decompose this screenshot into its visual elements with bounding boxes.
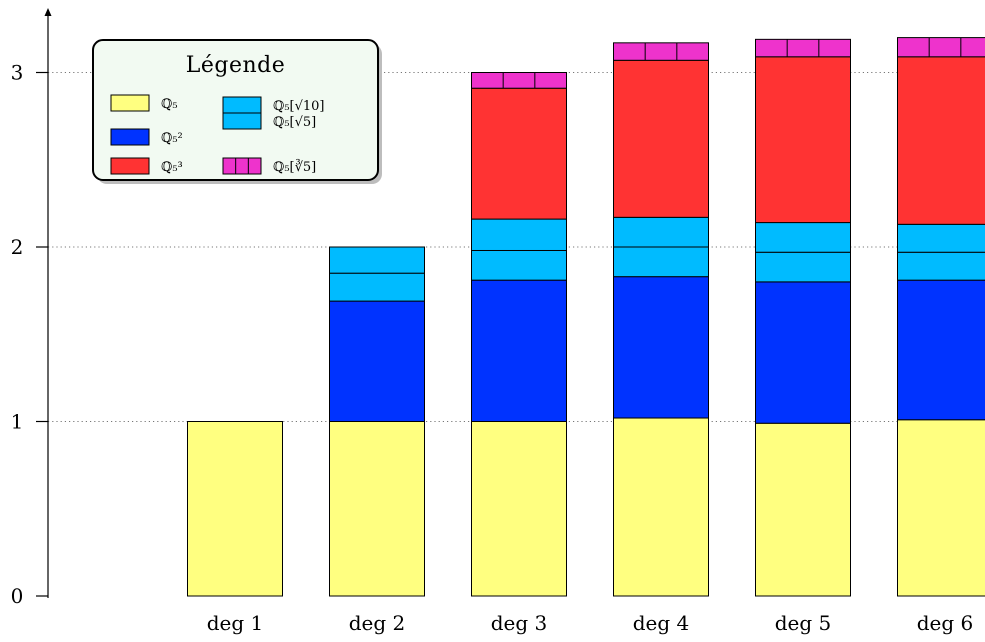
bar-deg-4-series-3 xyxy=(613,216,709,248)
bar-deg-3-series-1 xyxy=(471,279,567,422)
bar-deg-5-series-0 xyxy=(755,422,851,597)
bar-deg-2-series-1 xyxy=(329,300,425,422)
legend-swatch-2 xyxy=(110,157,150,175)
bar-deg-4-series-4 xyxy=(613,59,709,218)
legend-swatch-0 xyxy=(110,94,150,112)
bar-deg-6-series-4 xyxy=(897,56,985,225)
legend-label-2: ℚ₅³ xyxy=(161,160,183,175)
bar-deg-5-series-5 xyxy=(755,38,851,58)
legend-label-4: ℚ₅[∛5] xyxy=(273,159,316,175)
bar-deg-6-series-0 xyxy=(897,419,985,597)
bar-deg-4-series-5 xyxy=(613,42,709,61)
legend-swatch-1 xyxy=(110,128,150,146)
x-tick-label-deg-3: deg 3 xyxy=(491,611,548,635)
bar-deg-3-series-0 xyxy=(471,421,567,597)
legend-swatch-4 xyxy=(222,157,262,175)
legend-label-3a: ℚ₅[√10] xyxy=(273,99,325,114)
y-axis-arrow xyxy=(44,8,52,16)
legend-label-1: ℚ₅² xyxy=(161,131,183,146)
bar-deg-5-series-1 xyxy=(755,281,851,424)
bar-deg-6-series-2 xyxy=(897,251,985,281)
x-tick-label-deg-2: deg 2 xyxy=(349,611,406,635)
y-tick-label-0: 0 xyxy=(11,584,24,608)
y-tick-label-1: 1 xyxy=(11,410,24,434)
y-tick-label-3: 3 xyxy=(11,61,24,85)
bar-deg-5-series-2 xyxy=(755,251,851,283)
x-tick-label-deg-6: deg 6 xyxy=(917,611,974,635)
bar-deg-5-series-4 xyxy=(755,56,851,224)
bar-deg-4-series-2 xyxy=(613,246,709,278)
bar-deg-6-series-5 xyxy=(897,37,985,58)
bar-deg-3-series-3 xyxy=(471,218,567,251)
legend-label-3b: ℚ₅[√5] xyxy=(273,115,316,130)
x-tick-label-deg-5: deg 5 xyxy=(775,611,832,635)
bar-deg-6-series-1 xyxy=(897,279,985,421)
bar-deg-1-series-0 xyxy=(187,421,283,597)
legend-label-0: ℚ₅ xyxy=(161,97,178,112)
bar-deg-3-series-4 xyxy=(471,87,567,220)
bars-layer xyxy=(187,37,985,597)
bar-deg-2-series-2 xyxy=(329,272,425,302)
bar-deg-4-series-1 xyxy=(613,276,709,419)
bar-deg-3-series-5 xyxy=(471,72,567,89)
bar-deg-5-series-3 xyxy=(755,222,851,253)
legend: Légende ℚ₅ ℚ₅² ℚ₅³ ℚ₅[√10]ℚ₅[√5] ℚ₅[∛5] xyxy=(92,39,382,184)
axis-layer: 0 1 2 3 deg 1 deg 2 deg 3 deg 4 deg 5 deg 6 xyxy=(11,8,974,635)
bar-deg-6-series-3 xyxy=(897,223,985,253)
bar-deg-4-series-0 xyxy=(613,417,709,597)
y-tick-label-2: 2 xyxy=(11,235,24,259)
bar-deg-2-series-0 xyxy=(329,421,425,597)
x-tick-label-deg-1: deg 1 xyxy=(207,611,264,635)
legend-title: Légende xyxy=(186,53,286,78)
x-tick-label-deg-4: deg 4 xyxy=(633,611,690,635)
bar-deg-2-series-3 xyxy=(329,246,425,274)
bar-deg-3-series-2 xyxy=(471,249,567,281)
